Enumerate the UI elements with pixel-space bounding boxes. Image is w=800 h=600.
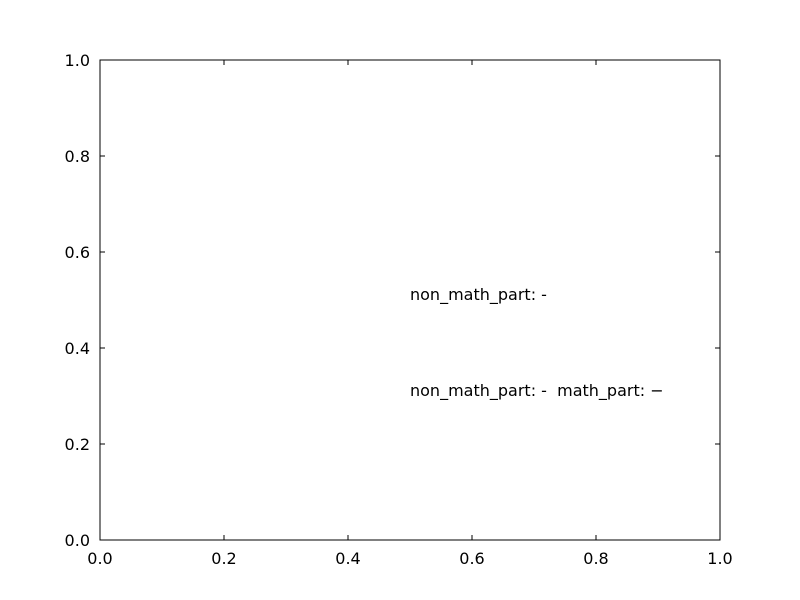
y-tick-label: 0.6 [65,243,90,262]
y-tick-label: 0.0 [65,531,90,550]
x-tick-label: 0.6 [459,549,484,568]
y-tick-label: 0.2 [65,435,90,454]
x-tick-label: 0.4 [335,549,360,568]
annotation-text: non_math_part: - math_part: − [410,381,664,401]
annotations: non_math_part: - non_math_part: - math_pa… [410,285,664,401]
y-tick-label: 1.0 [65,51,90,70]
annotation-text: non_math_part: - [410,285,547,305]
plot-area [100,60,720,540]
y-tick-label: 0.4 [65,339,90,358]
axes-frame [99,59,721,541]
x-tick-label: 0.8 [583,549,608,568]
x-tick-label: 0.0 [87,549,112,568]
x-tick-label: 0.2 [211,549,236,568]
tick-labels: 0.0 0.2 0.4 0.6 0.8 1.0 0.0 0.2 0.4 0.6 0.8 1.0 [65,51,733,568]
y-tick-label: 0.8 [65,147,90,166]
x-tick-label: 1.0 [707,549,732,568]
